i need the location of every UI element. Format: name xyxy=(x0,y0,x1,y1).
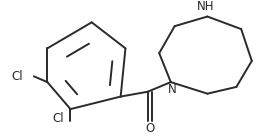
Text: N: N xyxy=(168,83,177,96)
Text: Cl: Cl xyxy=(52,112,64,125)
Text: NH: NH xyxy=(197,0,214,13)
Text: O: O xyxy=(145,122,154,135)
Text: Cl: Cl xyxy=(12,70,23,83)
